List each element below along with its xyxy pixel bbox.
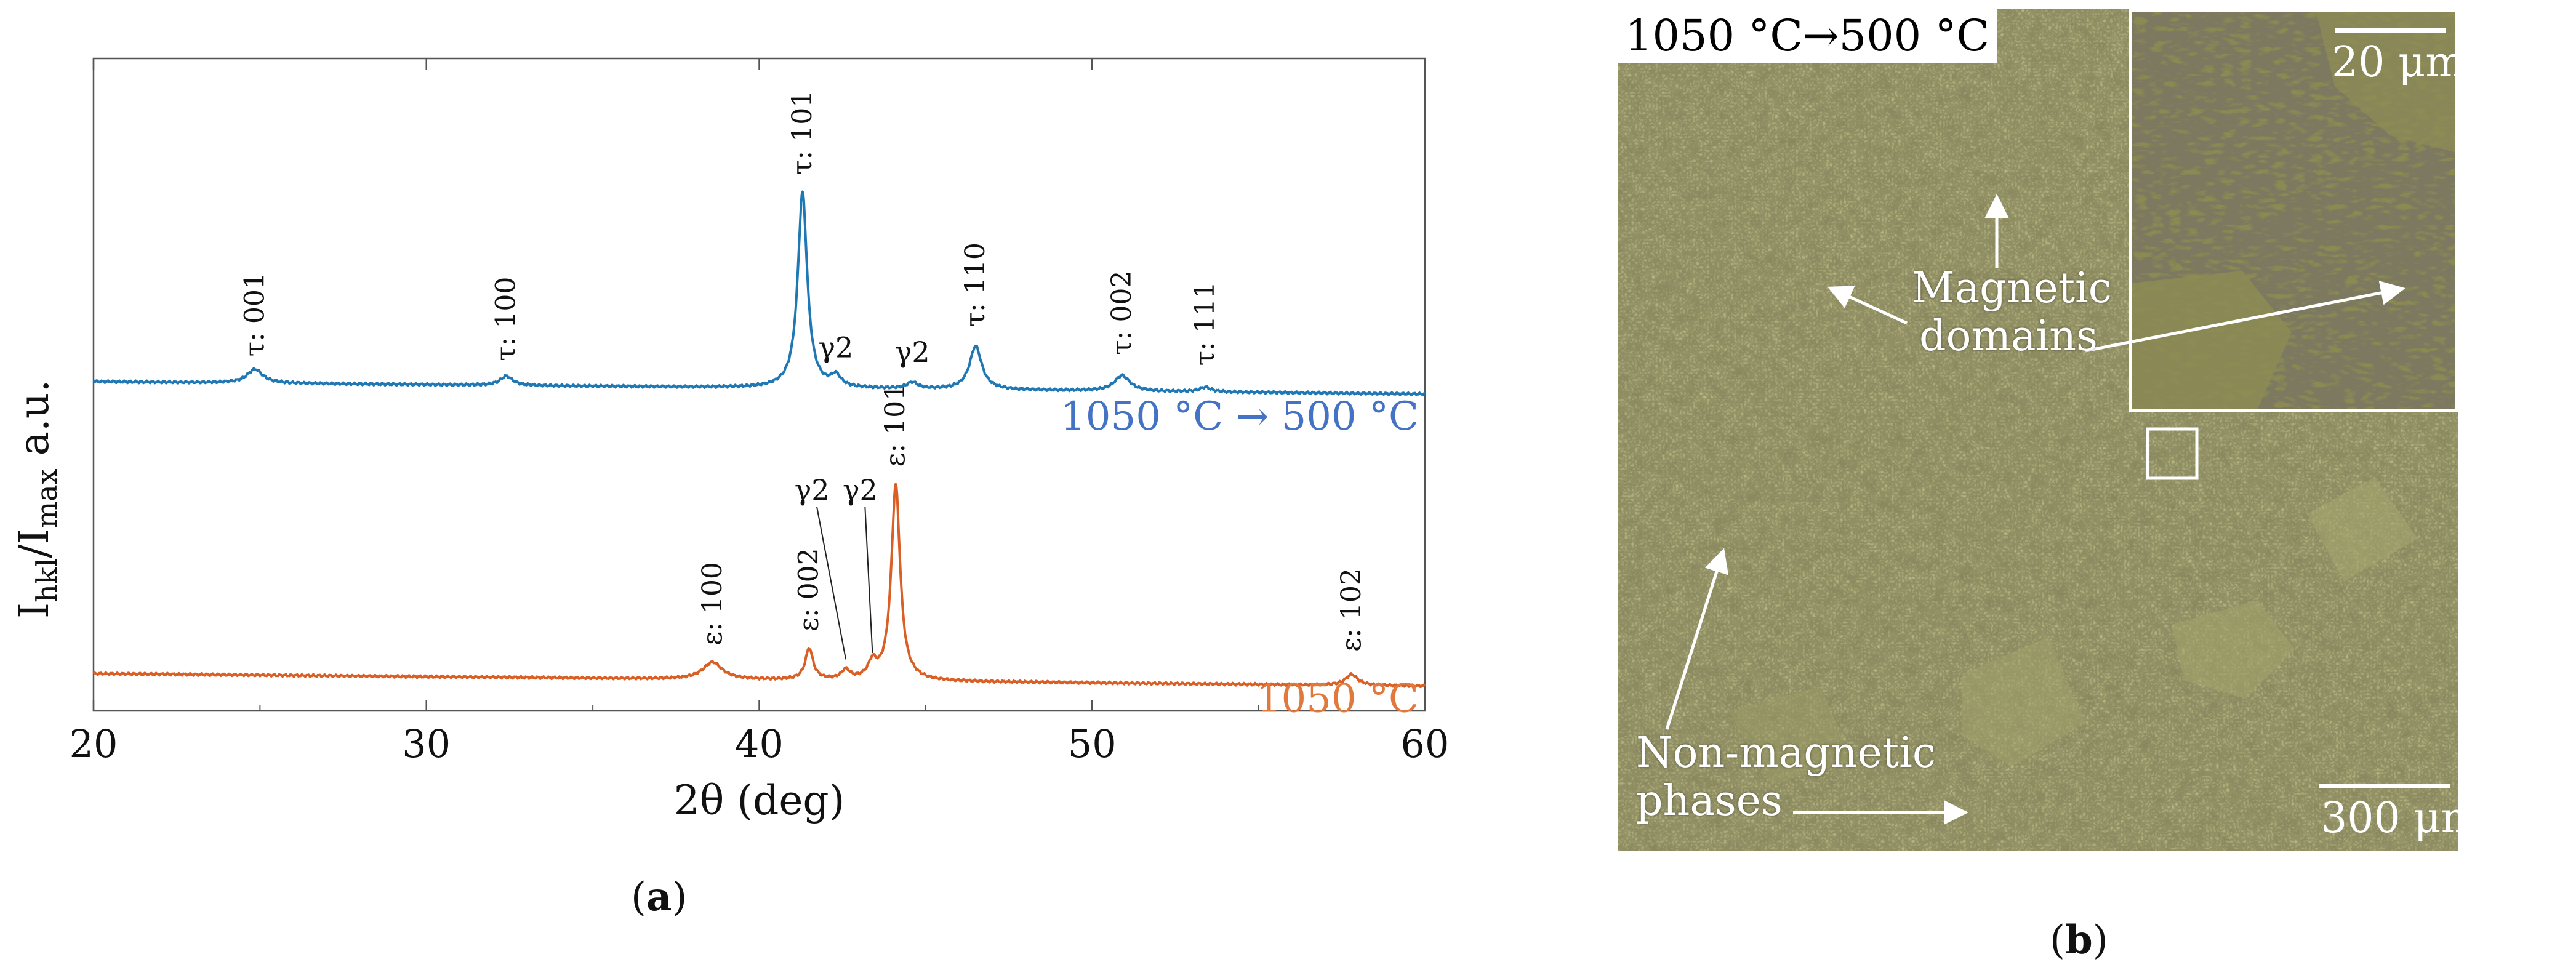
peak-label: τ: 110 xyxy=(960,242,991,327)
magnetic-domains-line1: Magnetic xyxy=(1912,264,2112,313)
series-label-1: 1050 °C → 500 °C xyxy=(1061,394,1419,439)
inset-plain-region-2 xyxy=(2316,12,2455,153)
peak-label: ε: 102 xyxy=(1336,568,1367,652)
light-phase-4 xyxy=(1728,686,1852,785)
peak-label-gamma: γ2 xyxy=(795,473,830,507)
inset-location-box xyxy=(2146,427,2199,480)
peak-label: τ: 002 xyxy=(1106,271,1138,355)
peak-label-gamma: γ2 xyxy=(818,331,853,364)
condition-label: 1050 °C→500 °C xyxy=(1618,9,1997,63)
y-axis-label-part: a.u. xyxy=(10,380,58,469)
x-tick-label: 40 xyxy=(735,721,784,766)
inset-zoom-image: 20 μm xyxy=(2129,9,2458,412)
peak-label: ε: 101 xyxy=(880,383,911,467)
peak-leader-line xyxy=(864,507,873,654)
arrow-nonmag-up xyxy=(1665,548,1729,730)
series-line-2 xyxy=(92,483,1426,688)
y-axis-label-subscript: hkl xyxy=(30,558,63,603)
y-axis-label: Ihkl/Imax a.u. xyxy=(10,380,63,619)
y-axis-label-part: I xyxy=(10,603,58,619)
x-tick-label: 50 xyxy=(1068,721,1117,766)
peak-label-gamma: γ2 xyxy=(843,473,878,507)
panel-b-caption: (b) xyxy=(2050,917,2108,963)
peak-label: ε: 002 xyxy=(793,548,825,631)
y-axis-label-part: /I xyxy=(10,528,58,558)
x-tick-label: 20 xyxy=(70,721,118,766)
x-axis-label: 2θ (deg) xyxy=(674,777,845,824)
panel-a-caption: (a) xyxy=(631,874,688,920)
magnetic-domains-label: Magnetic domains xyxy=(1912,265,2112,360)
light-phase-2 xyxy=(1962,637,2085,766)
series-line-1 xyxy=(92,190,1426,396)
peak-label: τ: 101 xyxy=(787,90,818,175)
xrd-chart: 20 30 40 50 60 2θ (deg) Ihkl/Imax a.u. 1050 °C … xyxy=(10,57,1450,824)
micrograph-image: 1050 °C→500 °C 20 μm Magnetic domains No… xyxy=(1618,9,2458,851)
x-tick-label: 60 xyxy=(1401,721,1450,766)
annotation-layer xyxy=(1665,194,2450,825)
non-magnetic-line2: phases xyxy=(1636,776,1783,825)
peak-label-gamma: γ2 xyxy=(895,335,930,369)
x-tick-label: 30 xyxy=(402,721,451,766)
peak-label: τ: 001 xyxy=(239,272,270,356)
series-label-2: 1050 °C xyxy=(1256,676,1419,721)
main-scale-label: 300 μm xyxy=(2321,794,2458,843)
arrow-domain-inset xyxy=(2085,281,2405,353)
peak-label: ε: 100 xyxy=(697,562,728,646)
light-phase-1 xyxy=(2172,600,2295,699)
non-magnetic-line1: Non-magnetic xyxy=(1636,729,1936,777)
light-phase-3 xyxy=(2307,477,2418,582)
y-axis-label-subscript: max xyxy=(30,468,63,528)
magnetic-domains-line2: domains xyxy=(1919,311,2098,361)
peak-label: τ: 111 xyxy=(1189,281,1221,366)
inset-texture xyxy=(2132,12,2455,409)
peak-label: τ: 100 xyxy=(491,277,522,361)
arrow-domain-left xyxy=(1827,286,1908,325)
inset-plain-region xyxy=(2132,271,2292,409)
inset-scale-label: 20 μm xyxy=(2332,38,2458,87)
peak-leader-line xyxy=(816,507,847,660)
non-magnetic-phases-label: Non-magnetic phases xyxy=(1636,729,1936,825)
